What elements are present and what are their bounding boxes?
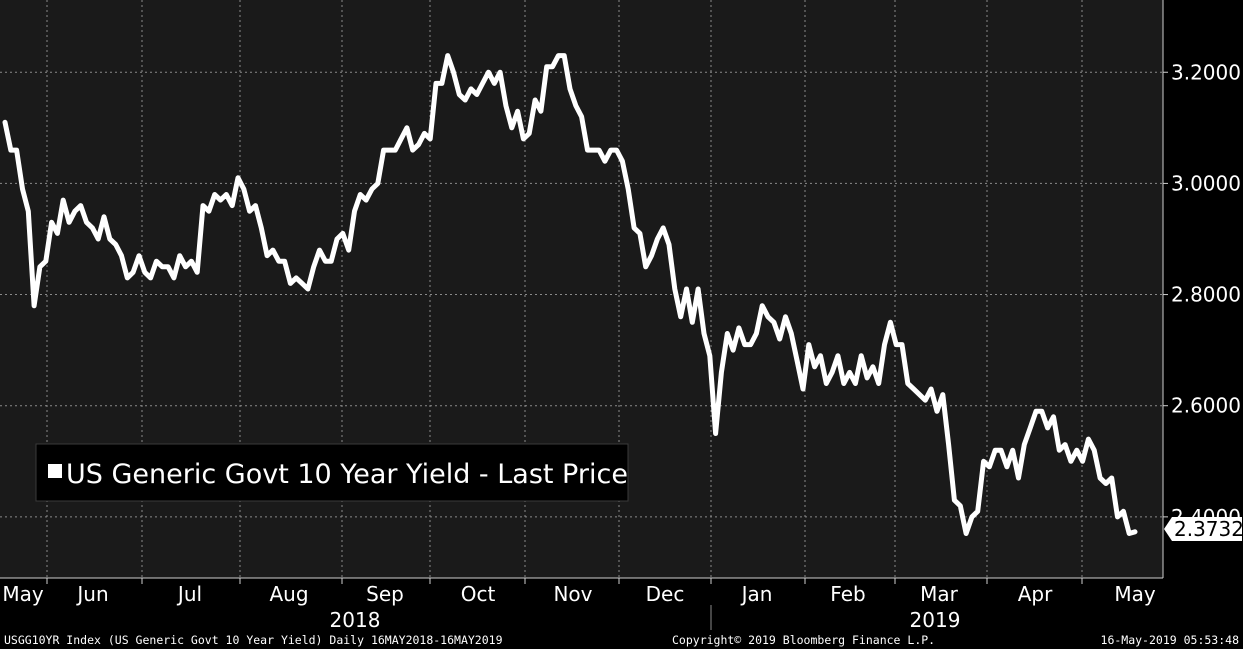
x-tick-label-6: Nov bbox=[553, 582, 592, 606]
y-tick-label-2: 2.8000 bbox=[1171, 283, 1241, 307]
x-year-label-1: 2019 bbox=[910, 608, 961, 632]
y-tick-label-4: 3.2000 bbox=[1171, 60, 1241, 84]
last-value-badge bbox=[1164, 517, 1242, 541]
x-year-label-0: 2018 bbox=[330, 608, 381, 632]
x-tick-label-0: May bbox=[2, 582, 44, 606]
x-tick-label-10: Mar bbox=[920, 582, 959, 606]
x-tick-label-9: Feb bbox=[830, 582, 865, 606]
legend-label: US Generic Govt 10 Year Yield - Last Pri… bbox=[66, 459, 628, 490]
footer-right: 16-May-2019 05:53:48 bbox=[1101, 633, 1240, 647]
x-tick-label-4: Sep bbox=[366, 582, 404, 606]
x-tick-label-2: Jul bbox=[176, 582, 202, 606]
series-line-us-10y-yield bbox=[2, 53, 1138, 536]
footer-center: Copyright© 2019 Bloomberg Finance L.P. bbox=[672, 633, 935, 647]
x-tick-label-5: Oct bbox=[461, 582, 496, 606]
legend-box bbox=[35, 443, 629, 502]
x-tick-label-7: Dec bbox=[646, 582, 685, 606]
x-tick-label-1: Jun bbox=[75, 582, 108, 606]
footer-left: USGG10YR Index (US Generic Govt 10 Year … bbox=[4, 633, 503, 647]
x-tick-label-8: Jan bbox=[740, 582, 773, 606]
legend: US Generic Govt 10 Year Yield - Last Pri… bbox=[35, 443, 629, 502]
last-value-marker: 2.3732 bbox=[1164, 517, 1243, 541]
series-layer bbox=[2, 53, 1138, 536]
y-tick-label-1: 2.6000 bbox=[1171, 394, 1241, 418]
x-axis-ticks: May Jun Jul Aug Sep Oct Nov Dec Jan Feb Mar Apr May 2… bbox=[2, 578, 1156, 632]
y-tick-label-3: 3.0000 bbox=[1171, 171, 1241, 195]
legend-swatch bbox=[48, 464, 62, 478]
x-tick-label-3: Aug bbox=[269, 582, 308, 606]
x-tick-label-12: May bbox=[1114, 582, 1156, 606]
x-tick-label-11: Apr bbox=[1018, 582, 1053, 606]
last-value-label: 2.3732 bbox=[1174, 517, 1243, 541]
